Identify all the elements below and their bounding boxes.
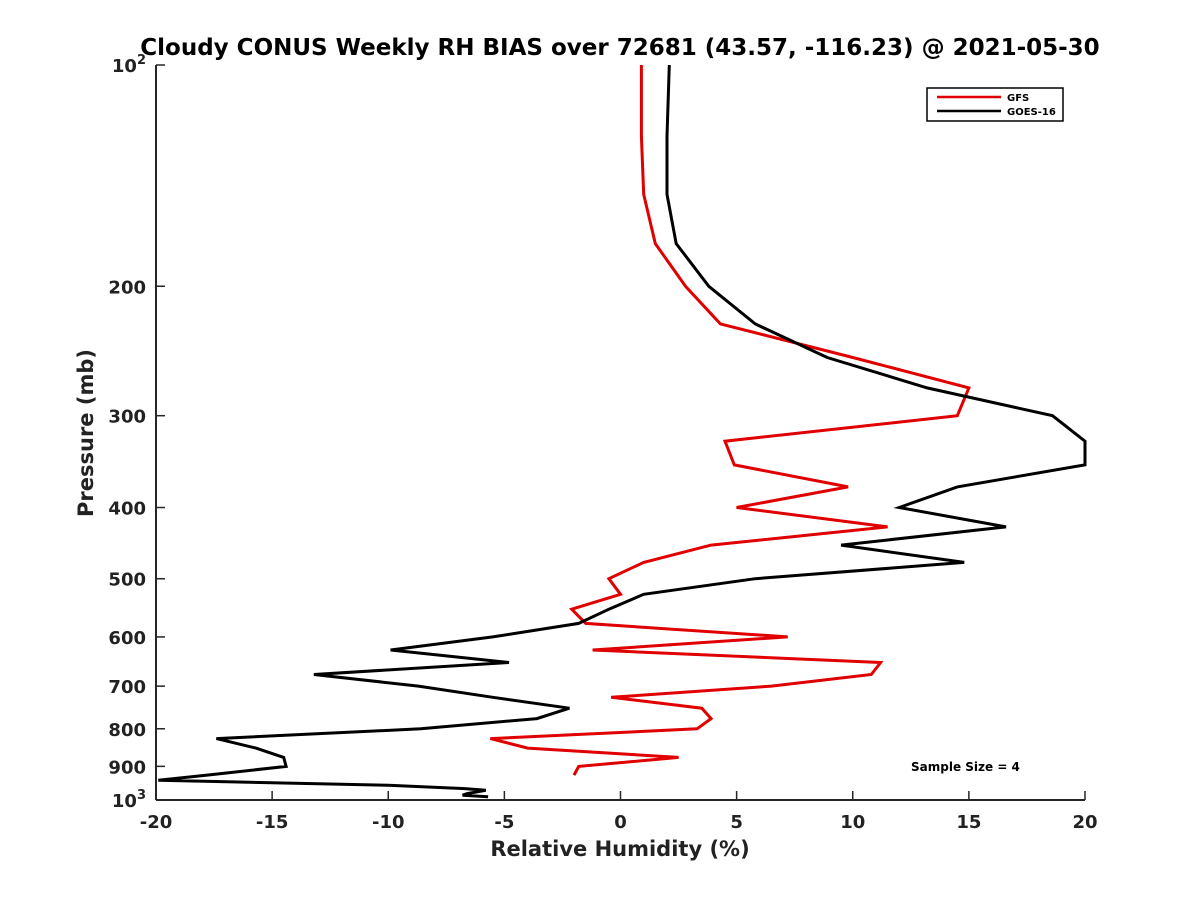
- x-tick-label: -20: [140, 812, 173, 833]
- y-tick-label: 200: [108, 277, 146, 298]
- x-tick-label: -10: [372, 812, 405, 833]
- x-tick-label: 10: [840, 812, 865, 833]
- y-tick-label: 700: [108, 677, 146, 698]
- y-tick-label: 500: [108, 570, 146, 591]
- x-tick-label: 5: [730, 812, 743, 833]
- y-axis: 102 200 300 400 500 600 700 800 900 103: [108, 53, 165, 812]
- y-tick-label: 300: [108, 407, 146, 428]
- x-tick-label: 0: [614, 812, 627, 833]
- legend-label-goes-16: GOES-16: [1007, 107, 1056, 118]
- y-tick-label: 400: [108, 499, 146, 520]
- chart-title: Cloudy CONUS Weekly RH BIAS over 72681 (…: [140, 35, 1099, 61]
- x-tick-label: 20: [1072, 812, 1097, 833]
- x-axis-label: Relative Humidity (%): [490, 837, 749, 861]
- y-axis-label: Pressure (mb): [74, 349, 98, 517]
- plot-area: [156, 65, 1085, 800]
- series-line-goes-16: [158, 64, 1087, 799]
- x-axis: -20 -15 -10 -5 0 5 10 15 20: [140, 791, 1098, 833]
- y-tick-label: 800: [108, 720, 146, 741]
- y-tick-label: 600: [108, 628, 146, 649]
- y-tick-label: 900: [108, 757, 146, 778]
- x-tick-label: -5: [494, 812, 514, 833]
- series-layer: [158, 64, 1087, 799]
- legend-label-gfs: GFS: [1007, 93, 1029, 104]
- legend-box: [926, 87, 1064, 122]
- legend: GFS GOES-16: [926, 87, 1064, 122]
- x-tick-label: 15: [956, 812, 981, 833]
- series-line-gfs: [490, 65, 971, 776]
- sample-size-annotation: Sample Size = 4: [911, 760, 1020, 774]
- y-tick-label: 102: [112, 53, 146, 77]
- y-tick-label: 103: [112, 788, 146, 812]
- x-tick-label: -15: [256, 812, 289, 833]
